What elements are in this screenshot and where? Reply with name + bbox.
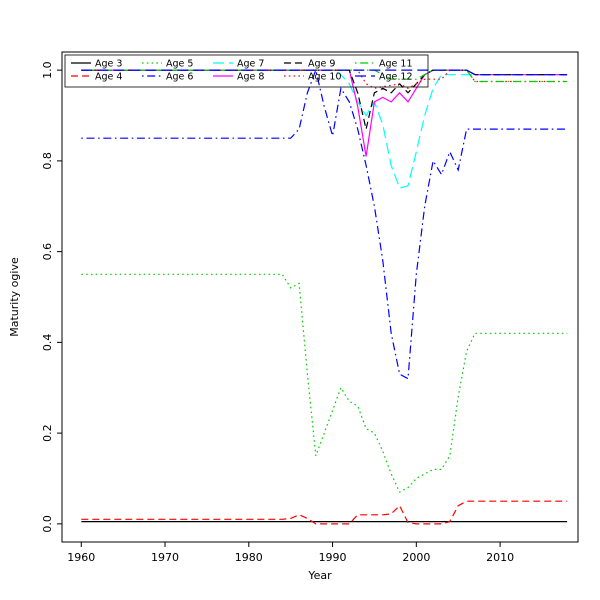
legend-label-age-9: Age 9: [308, 59, 335, 70]
legend-label-age-8: Age 8: [237, 72, 264, 83]
series-line-age-5: [81, 273, 568, 493]
plot-box: [61, 51, 579, 543]
y-tick-label: 0.6: [41, 243, 54, 261]
y-tick-label: 1.0: [41, 61, 54, 79]
y-tick-label: 0.4: [41, 334, 54, 352]
legend-label-age-7: Age 7: [237, 59, 264, 70]
legend-label-age-6: Age 6: [166, 72, 193, 83]
x-tick-label: 1980: [235, 551, 263, 564]
y-axis-label: Maturity ogive: [8, 257, 21, 337]
series-line-age-12: [81, 69, 568, 76]
series-line-age-10: [81, 69, 568, 89]
x-tick-label: 1960: [67, 551, 95, 564]
legend-label-age-4: Age 4: [95, 72, 122, 83]
x-tick-label: 1990: [319, 551, 347, 564]
y-tick-label: 0.2: [41, 424, 54, 442]
series-line-age-8: [81, 69, 568, 157]
series-line-age-4: [81, 500, 568, 525]
legend-box: [64, 54, 429, 88]
legend-label-age-3: Age 3: [95, 59, 122, 70]
series-line-age-11: [81, 69, 568, 83]
x-tick-label: 2000: [402, 551, 430, 564]
x-tick-label: 1970: [151, 551, 179, 564]
legend-label-age-12: Age 12: [379, 72, 412, 83]
series-line-age-7: [81, 69, 568, 189]
y-tick-label: 0.8: [41, 152, 54, 170]
series-line-age-6: [81, 68, 568, 380]
y-tick-label: 0.0: [41, 515, 54, 533]
legend-label-age-10: Age 10: [308, 72, 341, 83]
x-tick-label: 2010: [486, 551, 514, 564]
legend-label-age-11: Age 11: [379, 59, 412, 70]
x-axis-label: Year: [307, 569, 332, 582]
legend-label-age-5: Age 5: [166, 59, 193, 70]
